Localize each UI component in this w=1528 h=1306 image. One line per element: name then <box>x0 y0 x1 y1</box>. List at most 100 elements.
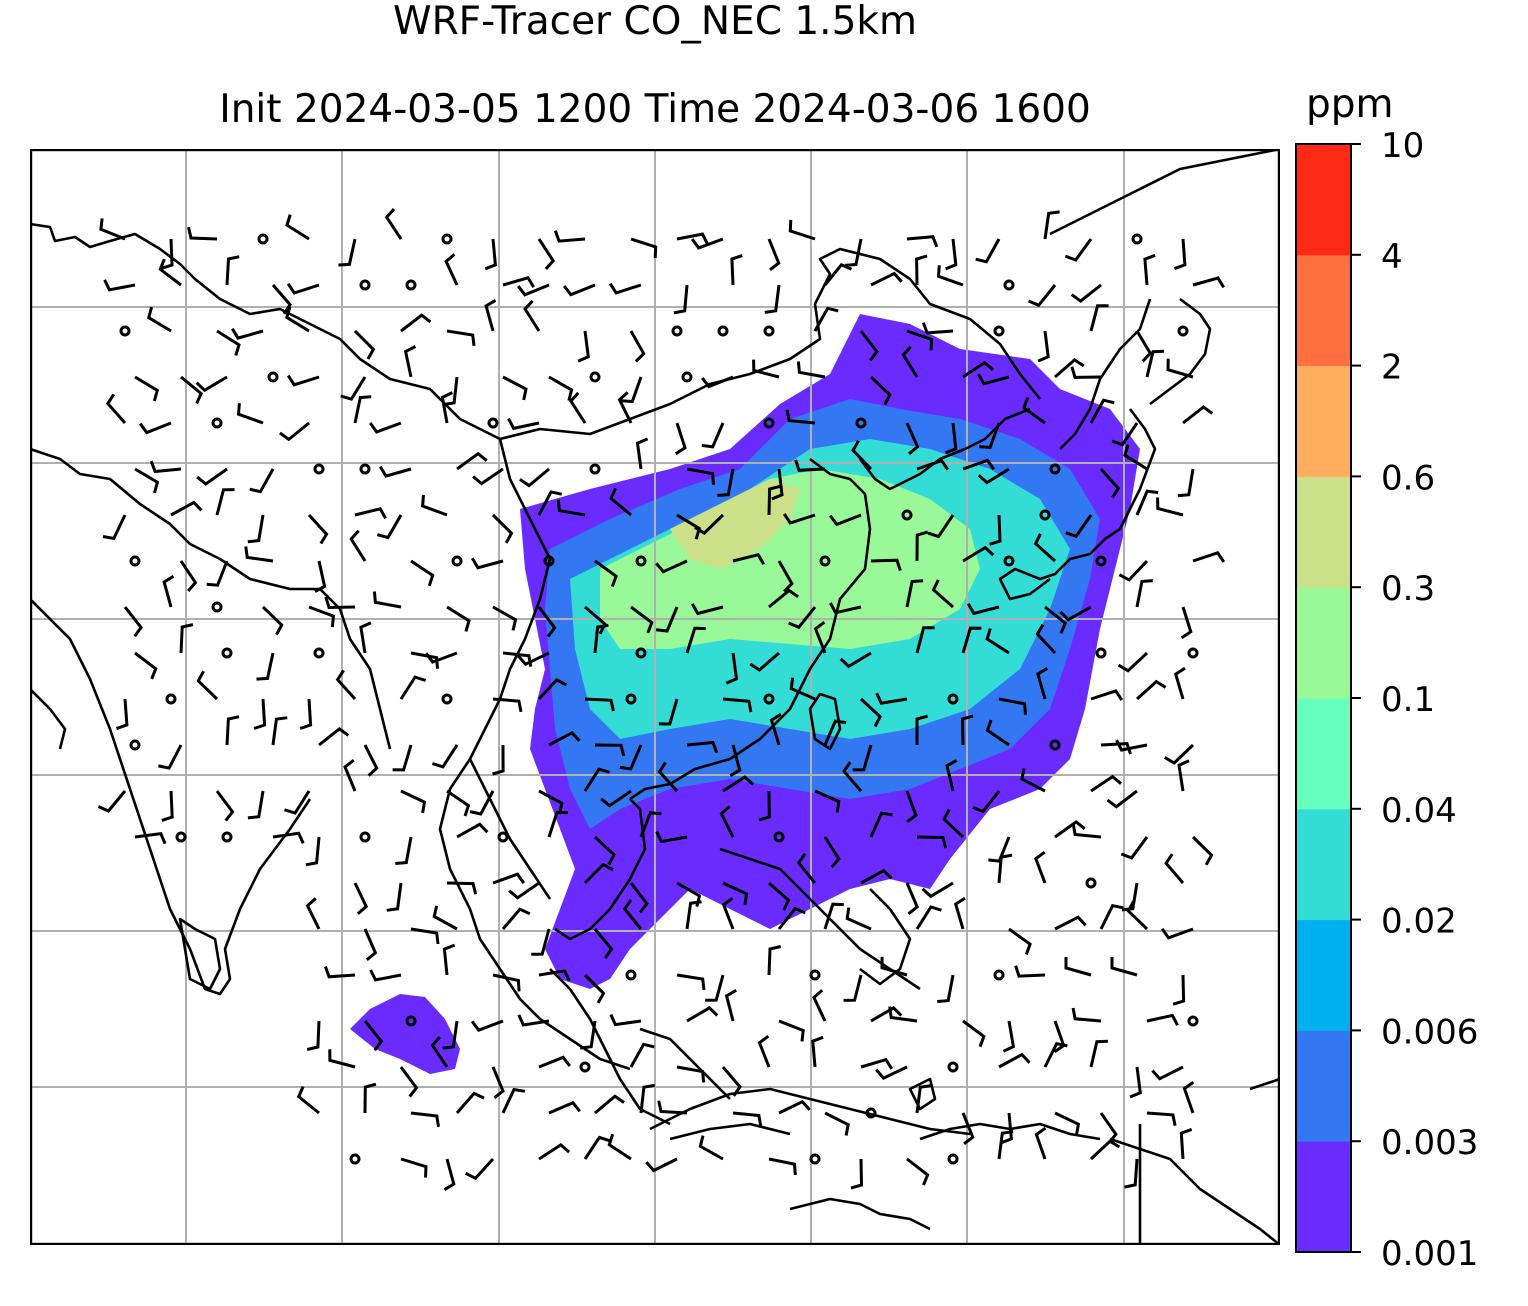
map-border <box>30 149 1280 1245</box>
calm-wind-marker <box>865 1107 877 1119</box>
wind-barb <box>1180 606 1193 640</box>
calm-wind-marker <box>773 831 785 843</box>
wind-barb <box>1071 1007 1102 1023</box>
wind-barb <box>307 513 329 545</box>
wind-barb <box>813 621 827 654</box>
wind-barb <box>285 214 310 241</box>
wind-barb <box>906 1157 930 1186</box>
wind-barb <box>1126 900 1149 931</box>
wind-barb <box>1054 915 1087 931</box>
wind-barb <box>607 1133 632 1161</box>
wind-barb <box>767 484 781 516</box>
wind-barb <box>553 230 586 243</box>
wind-barb <box>771 468 784 501</box>
wind-barb <box>215 488 235 516</box>
wind-barb <box>1008 927 1032 956</box>
wind-barb <box>966 603 1000 616</box>
wind-barb <box>215 790 235 822</box>
wind-barb <box>621 376 643 404</box>
wind-barb <box>335 669 357 701</box>
wind-barb <box>859 330 879 362</box>
wind-barb <box>1035 623 1057 655</box>
wind-barb <box>875 1065 908 1080</box>
wind-barb <box>501 907 531 930</box>
wind-barb <box>635 437 649 470</box>
wind-barb <box>323 965 356 979</box>
wind-barb <box>593 835 616 866</box>
plume-contour <box>350 994 460 1074</box>
calm-wind-marker <box>487 417 499 429</box>
wind-barb <box>103 279 136 292</box>
wind-barb <box>149 460 182 474</box>
wind-barb <box>796 852 817 884</box>
wind-barb <box>537 490 563 516</box>
wind-barb <box>778 1099 811 1115</box>
calm-wind-marker <box>763 693 775 705</box>
wind-barb <box>1065 514 1093 539</box>
wind-barb <box>1146 1013 1179 1026</box>
wind-barb <box>440 391 453 424</box>
wind-barb <box>491 513 514 544</box>
wind-barb <box>583 767 610 792</box>
wind-barb <box>778 1019 805 1042</box>
calm-wind-marker <box>349 1153 361 1165</box>
wind-barb <box>676 973 706 991</box>
wind-barb <box>501 1087 526 1114</box>
wind-barb <box>1182 405 1214 425</box>
wind-barb <box>927 514 955 539</box>
wind-barb <box>484 238 497 271</box>
wind-barb <box>658 698 679 726</box>
wind-barb <box>134 651 158 680</box>
wind-barb <box>97 790 127 813</box>
wind-barb <box>446 329 476 347</box>
wind-barb <box>768 588 799 609</box>
colorbar-segment <box>1296 144 1351 256</box>
wind-barb <box>813 306 839 332</box>
calm-wind-marker <box>313 463 325 475</box>
wind-barb <box>369 969 402 982</box>
wind-barb <box>338 238 357 267</box>
wind-barb <box>286 282 320 295</box>
wind-barb <box>1002 1020 1016 1053</box>
wind-barb <box>859 697 882 728</box>
wind-barb <box>905 882 920 915</box>
calm-wind-marker <box>635 555 647 567</box>
wind-barb <box>1135 679 1167 701</box>
wind-barb <box>764 284 781 314</box>
wind-barb <box>905 422 920 455</box>
wind-barb <box>1000 1112 1013 1145</box>
wind-barb <box>359 621 372 654</box>
wind-barb <box>1118 559 1149 582</box>
wind-barb <box>1043 210 1060 240</box>
wind-barb <box>962 1019 986 1048</box>
wind-barb <box>880 956 908 977</box>
wind-barb <box>583 973 606 1004</box>
calm-wind-marker <box>1095 647 1107 659</box>
wind-barb <box>502 276 535 288</box>
wind-barb <box>577 330 590 363</box>
wind-barb <box>379 465 412 478</box>
wind-barb <box>1179 1127 1193 1160</box>
wind-barb <box>523 299 541 332</box>
wind-barb <box>1145 349 1165 378</box>
wind-barb <box>179 560 198 592</box>
wind-barb <box>1089 1039 1108 1068</box>
wind-barb <box>99 218 126 241</box>
colorbar-tick-label: 0.003 <box>1381 1123 1478 1163</box>
calm-wind-marker <box>129 555 141 567</box>
wind-barb <box>272 831 305 844</box>
wind-barb <box>905 579 924 608</box>
wind-barb <box>1106 789 1138 809</box>
calm-wind-marker <box>451 555 463 567</box>
wind-barb <box>1099 1112 1118 1144</box>
wind-barb <box>492 872 526 885</box>
colorbar-segment <box>1296 1141 1351 1253</box>
wind-barb <box>492 973 521 992</box>
wind-barb <box>777 560 794 593</box>
wind-barb <box>318 727 350 747</box>
wind-barb <box>1089 1139 1121 1161</box>
wind-barb <box>363 1020 384 1052</box>
wind-barb <box>583 862 614 885</box>
wind-barb <box>1143 253 1156 286</box>
wind-barb <box>916 835 948 849</box>
